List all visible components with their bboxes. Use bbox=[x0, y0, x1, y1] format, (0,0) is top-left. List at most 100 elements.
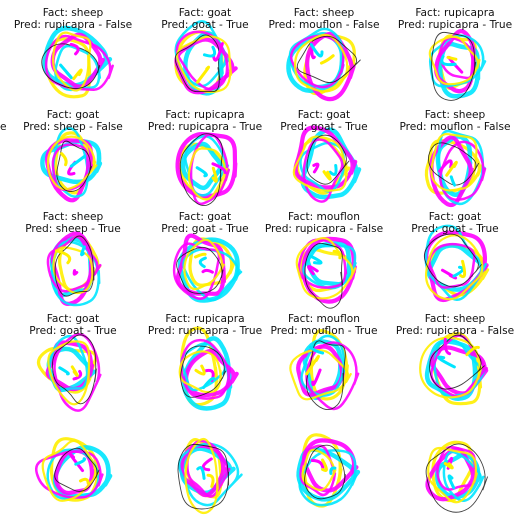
sketch-stroke bbox=[305, 340, 346, 410]
prediction-label: Pred: sheep - False bbox=[23, 121, 123, 133]
sketch-stroke bbox=[211, 162, 227, 175]
overlay-thumbnail bbox=[178, 326, 239, 411]
sketch-stroke bbox=[180, 345, 227, 398]
sketch-stroke bbox=[293, 33, 351, 93]
sketch-stroke bbox=[187, 147, 228, 201]
sketch-stroke bbox=[304, 242, 344, 309]
sketch-stroke bbox=[465, 345, 480, 357]
sketch-stroke bbox=[47, 340, 91, 406]
prediction-label: Pred: mouflon - False bbox=[399, 121, 511, 133]
sketch-stroke bbox=[306, 134, 350, 185]
sketch-stroke bbox=[449, 175, 457, 187]
prediction-cell: Fact: sheep Pred: mouflon - False bbox=[390, 102, 520, 208]
sketch-stroke bbox=[459, 259, 467, 279]
overlay-thumbnail bbox=[175, 132, 238, 207]
prediction-cell: Fact: goat Pred: goat - True bbox=[140, 204, 270, 308]
clipped-label-fragment: e bbox=[0, 121, 7, 133]
sketch-stroke bbox=[289, 348, 352, 401]
sketch-stroke bbox=[296, 35, 361, 84]
sketch-stroke bbox=[296, 344, 345, 397]
overlay-thumbnail bbox=[34, 437, 113, 502]
overlay-thumbnail bbox=[174, 20, 238, 96]
sketch-stroke bbox=[322, 170, 332, 181]
overlay-thumbnail bbox=[289, 329, 360, 411]
sketch-stroke bbox=[430, 132, 478, 192]
prediction-cell: Fact: rupicapra Pred: rupicapra - True bbox=[390, 0, 520, 104]
sketch-stroke bbox=[445, 160, 458, 177]
sketch-stroke bbox=[452, 265, 465, 278]
prediction-cell: Fact: goat Pred: sheep - False bbox=[8, 102, 138, 206]
sketch-stroke bbox=[179, 133, 223, 207]
sketch-stroke bbox=[195, 166, 208, 178]
prediction-label: Pred: goat - True bbox=[411, 223, 499, 235]
prediction-cell: Fact: sheep Pred: rupicapra - False bbox=[8, 0, 138, 104]
fact-label: Fact: sheep bbox=[424, 109, 486, 121]
sketch-stroke bbox=[437, 355, 456, 369]
sketch-stroke bbox=[48, 334, 89, 391]
prediction-cell: Fact: goat Pred: goat - True bbox=[140, 0, 270, 104]
prediction-cell: Fact: sheep Pred: sheep - True bbox=[8, 204, 138, 308]
sketch-stroke bbox=[309, 345, 325, 355]
sketch-stroke bbox=[59, 63, 73, 80]
sketch-stroke bbox=[297, 238, 348, 289]
sketch-stroke bbox=[201, 457, 213, 472]
sketch-stroke bbox=[78, 477, 90, 485]
overlay-thumbnail bbox=[40, 127, 103, 203]
prediction-cell: Fact: goat Pred: goat - True bbox=[390, 204, 520, 308]
overlay-thumbnail bbox=[296, 433, 361, 508]
sketch-stroke bbox=[194, 364, 206, 376]
prediction-cell bbox=[140, 408, 270, 514]
sketch-stroke bbox=[440, 268, 458, 280]
sketch-stroke bbox=[447, 474, 456, 490]
prediction-label: Pred: rupicapra - False bbox=[264, 223, 384, 235]
prediction-cell bbox=[390, 408, 520, 513]
prediction-label: Pred: goat - True bbox=[280, 121, 368, 133]
sketch-stroke bbox=[305, 31, 356, 102]
sketch-stroke bbox=[439, 140, 487, 201]
fact-label: Fact: goat bbox=[297, 109, 351, 121]
overlay-thumbnail bbox=[295, 236, 357, 309]
sketch-stroke bbox=[309, 43, 324, 58]
sketch-stroke bbox=[307, 265, 319, 276]
sketch-stroke bbox=[69, 42, 80, 56]
sketch-stroke bbox=[332, 249, 342, 260]
sketch-stroke bbox=[443, 337, 452, 356]
sketch-stroke bbox=[328, 163, 338, 176]
sketch-stroke bbox=[180, 338, 231, 400]
sketch-stroke bbox=[176, 246, 224, 294]
overlay-thumbnail bbox=[423, 224, 490, 303]
prediction-cell: Fact: mouflon Pred: mouflon - True bbox=[259, 306, 389, 411]
sketch-stroke bbox=[440, 54, 457, 67]
sketch-stroke bbox=[46, 235, 102, 293]
prediction-cell: Fact: sheep Pred: mouflon - False bbox=[259, 0, 389, 104]
sketch-stroke bbox=[72, 269, 79, 276]
fact-label: Fact: mouflon bbox=[288, 313, 360, 325]
overlay-thumbnail bbox=[292, 125, 362, 203]
prediction-cell bbox=[8, 408, 138, 512]
sketch-stroke bbox=[50, 32, 105, 89]
fact-label: Fact: goat bbox=[178, 211, 232, 223]
fact-label: Fact: sheep bbox=[42, 211, 104, 223]
overlay-thumbnail bbox=[36, 333, 102, 412]
sketch-stroke bbox=[41, 43, 101, 90]
sketch-stroke bbox=[58, 366, 70, 376]
prediction-label: Pred: goat - True bbox=[161, 223, 249, 235]
sketch-stroke bbox=[80, 245, 86, 257]
sketch-stroke bbox=[443, 462, 454, 470]
overlay-thumbnail bbox=[177, 437, 243, 514]
prediction-label: Pred: rupicapra - True bbox=[147, 325, 263, 337]
fact-label: Fact: rupicapra bbox=[415, 7, 495, 19]
sketch-stroke bbox=[292, 135, 349, 192]
sketch-stroke bbox=[424, 234, 487, 301]
sketch-stroke bbox=[175, 233, 226, 296]
sketch-stroke bbox=[309, 254, 323, 265]
sketch-stroke bbox=[305, 354, 320, 376]
sketch-stroke bbox=[300, 334, 346, 397]
overlay-thumbnail bbox=[41, 25, 114, 99]
fact-label: Fact: sheep bbox=[293, 7, 355, 19]
sketch-stroke bbox=[295, 237, 357, 300]
prediction-label: Pred: rupicapra - True bbox=[147, 121, 263, 133]
sketch-stroke bbox=[188, 237, 236, 287]
fact-label: Fact: goat bbox=[46, 313, 100, 325]
fact-label: Fact: goat bbox=[46, 109, 100, 121]
